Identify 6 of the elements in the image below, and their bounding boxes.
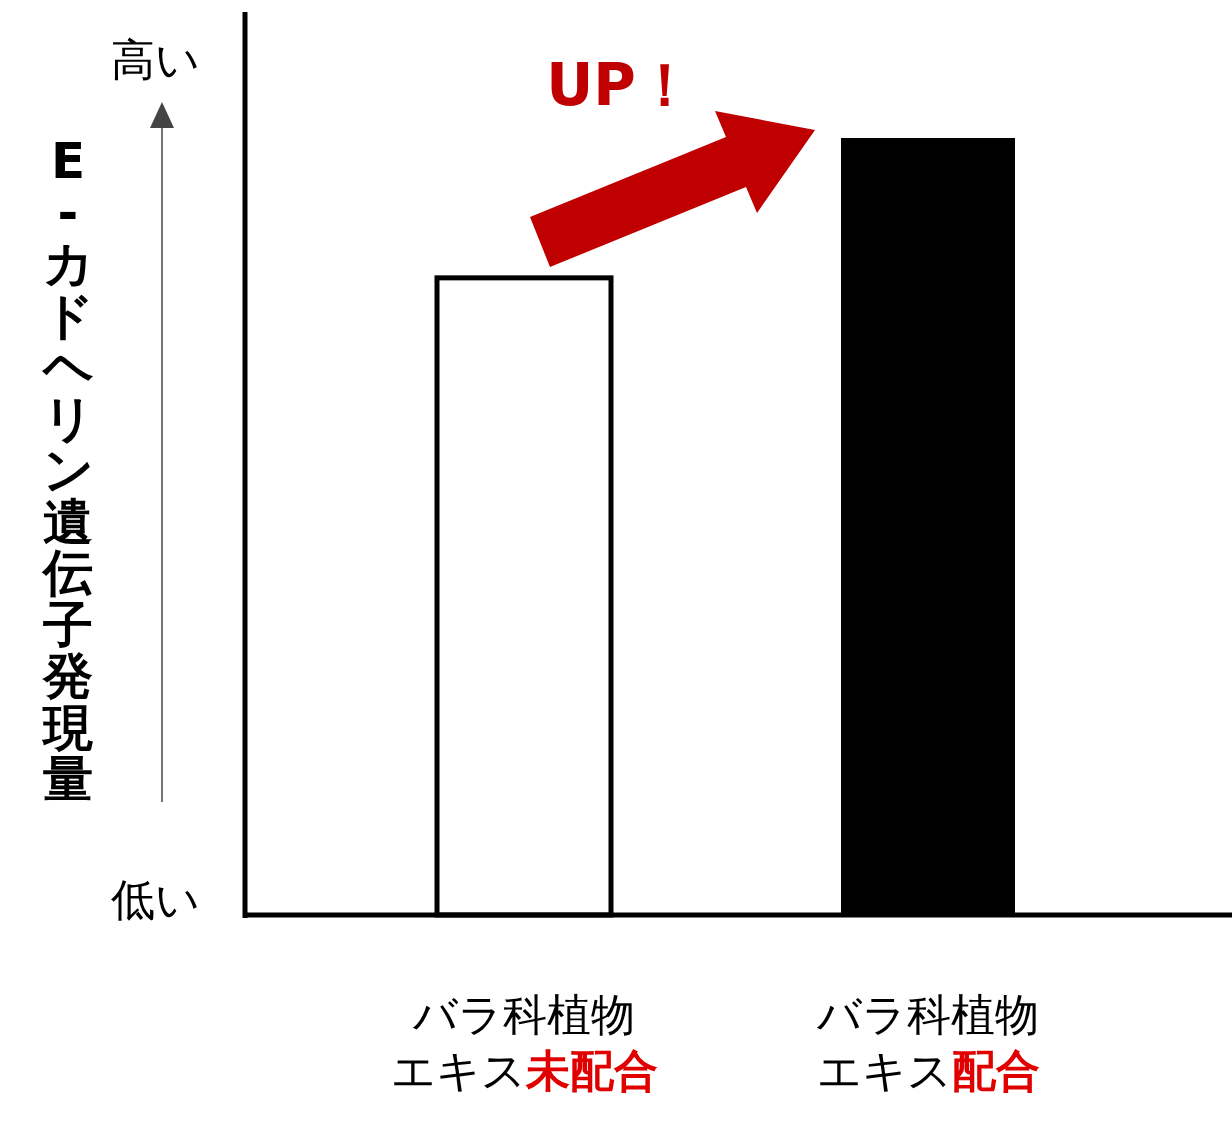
text: E-カドヘリン遺伝子発現量 (42, 132, 94, 808)
x-tick-label: バラ科植物エキス未配合 (390, 989, 658, 1096)
text: 低い (110, 874, 200, 925)
x-tick-label: バラ科植物エキス配合 (816, 989, 1040, 1096)
text: 高い (110, 34, 200, 85)
text: UP！ (546, 51, 694, 119)
